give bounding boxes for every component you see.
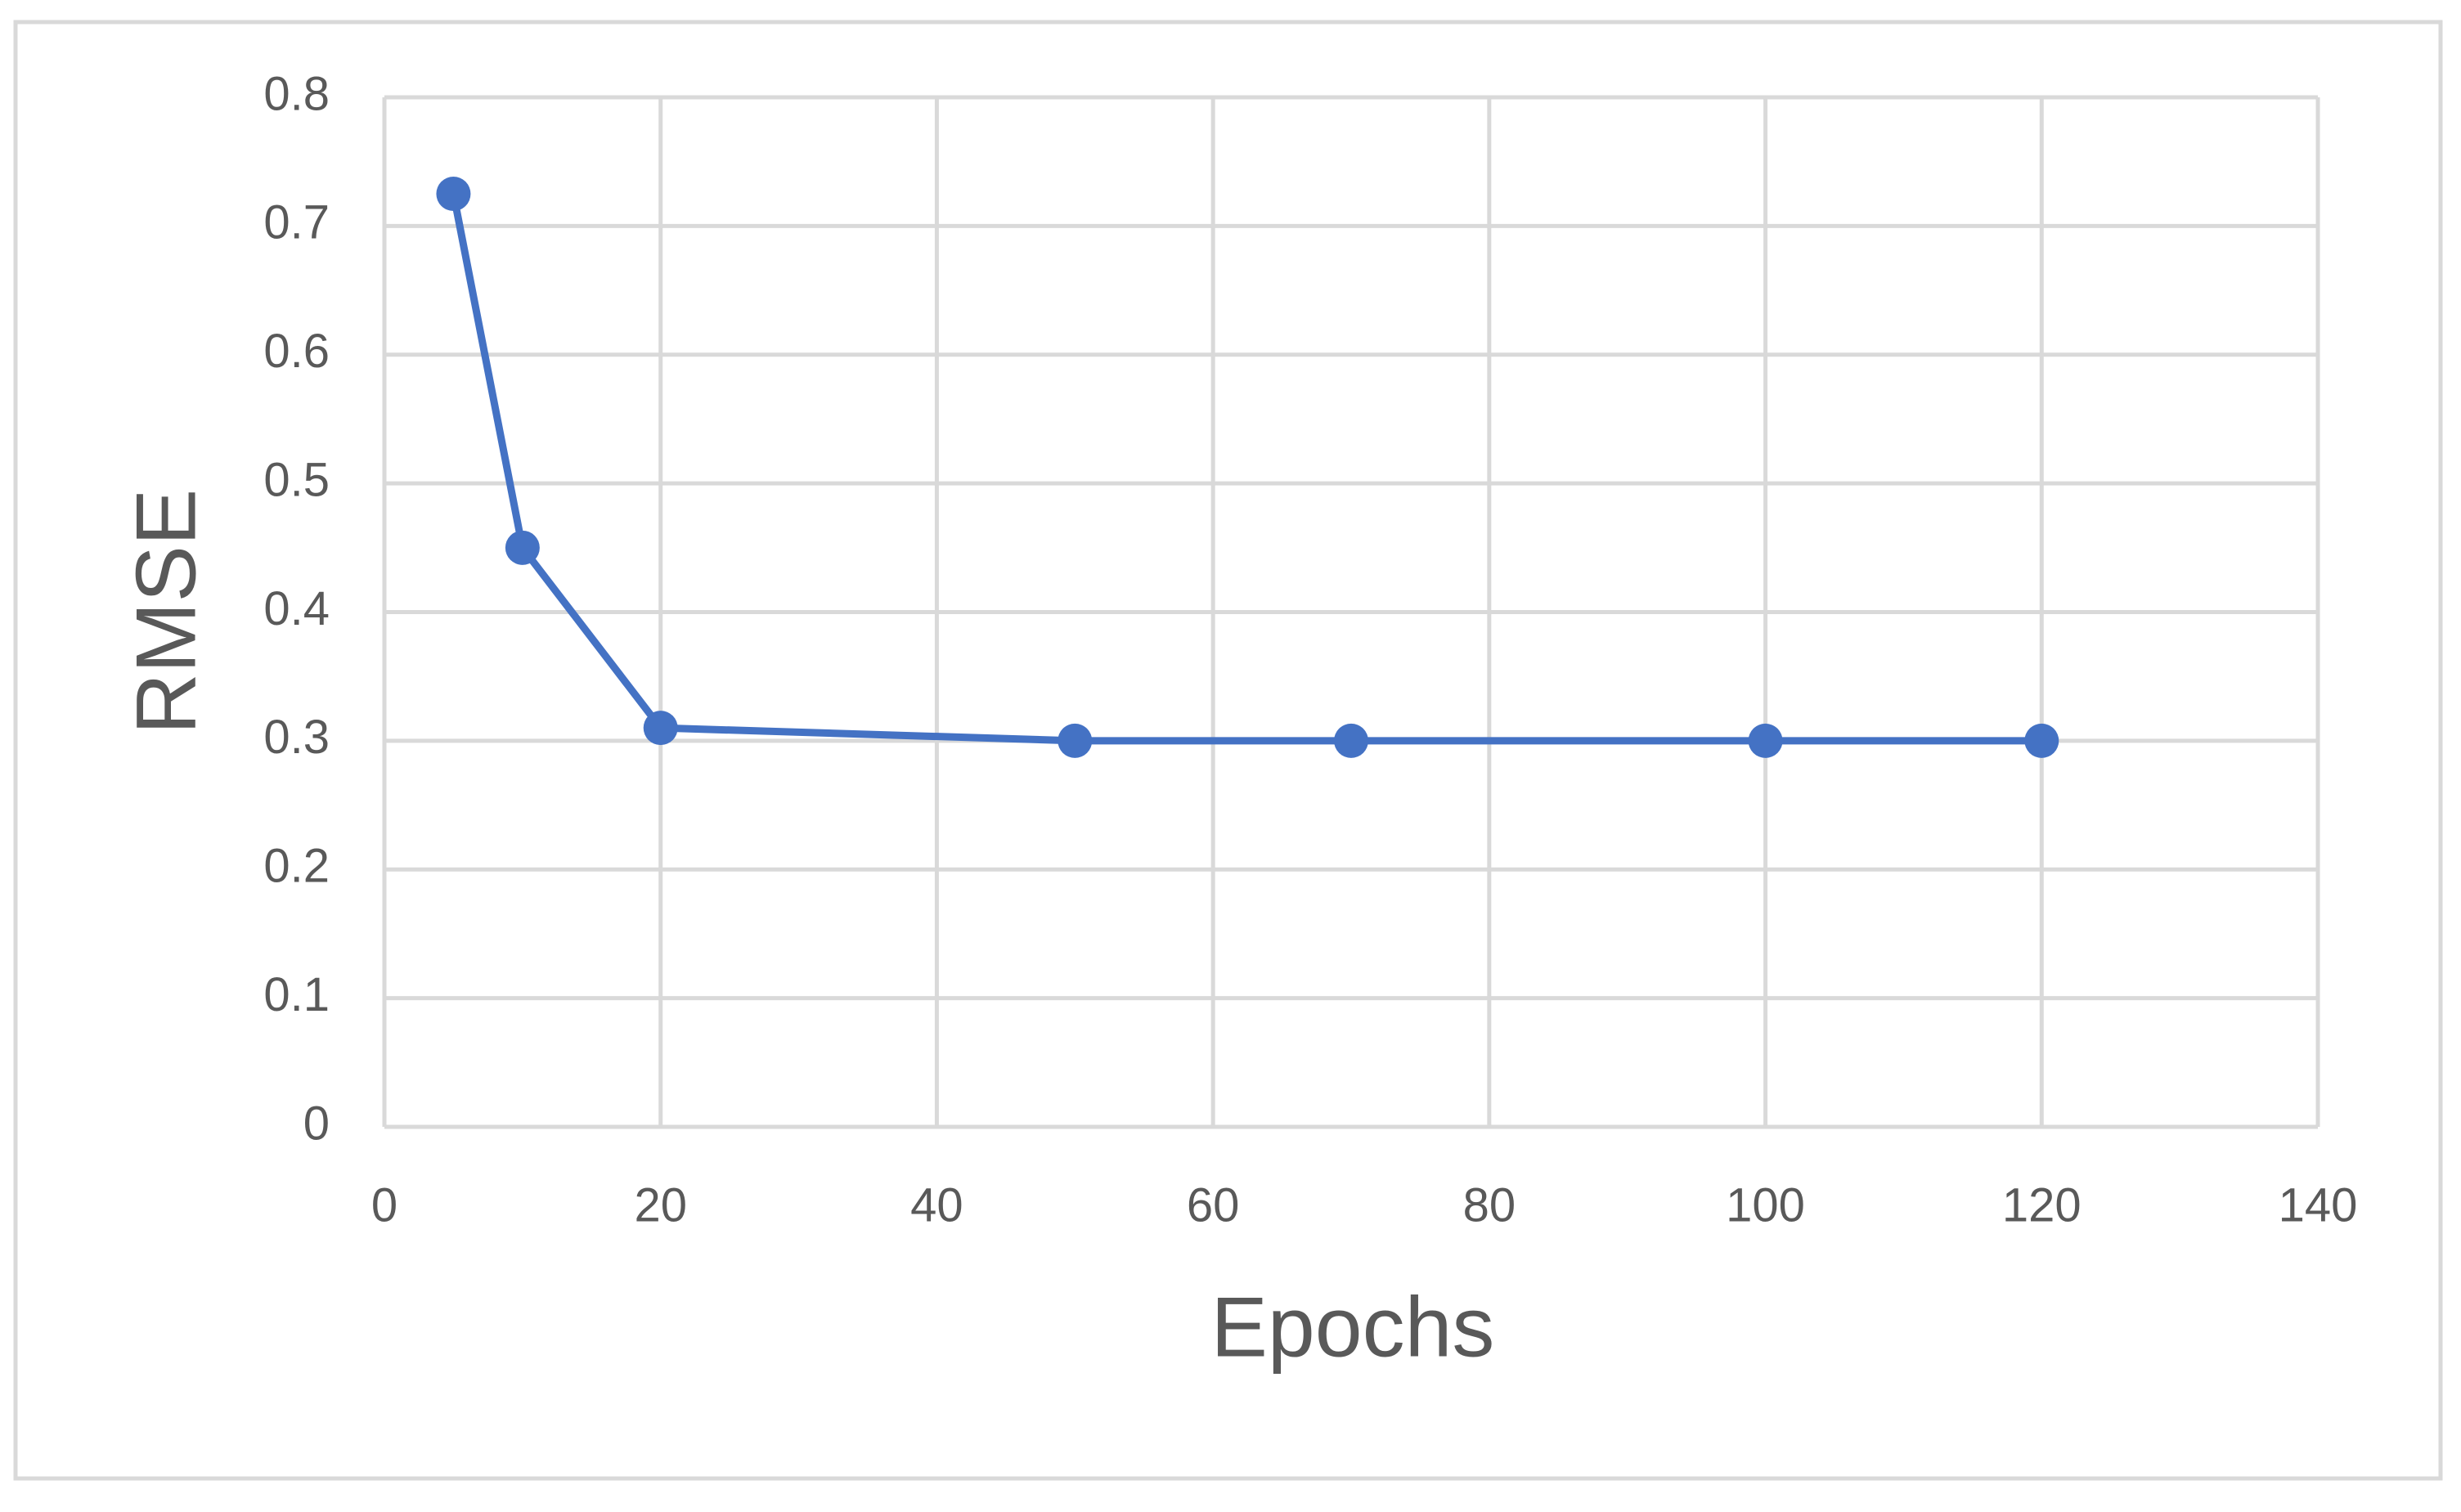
data-point: [436, 177, 471, 212]
y-tick-label: 0.3: [263, 711, 330, 764]
y-tick-label: 0.4: [263, 582, 330, 635]
y-tick-label: 0.5: [263, 453, 330, 506]
y-axis-title: RMSE: [119, 489, 213, 734]
y-tick-label: 0.7: [263, 196, 330, 249]
x-tick-label: 120: [2002, 1178, 2082, 1232]
x-tick-label: 20: [634, 1178, 687, 1232]
x-tick-label: 60: [1187, 1178, 1240, 1232]
x-tick-label: 0: [371, 1178, 397, 1232]
x-axis-title: Epochs: [1211, 1280, 1495, 1375]
data-point: [2024, 723, 2059, 758]
y-tick-label: 0.8: [263, 67, 330, 120]
data-point: [643, 711, 678, 746]
data-point: [505, 530, 540, 565]
x-tick-label: 100: [1726, 1178, 1805, 1232]
x-tick-label: 140: [2279, 1178, 2358, 1232]
data-point: [1058, 723, 1093, 758]
data-point: [1334, 723, 1368, 758]
y-tick-label: 0.6: [263, 325, 330, 378]
y-tick-label: 0.1: [263, 968, 330, 1021]
y-tick-label: 0.2: [263, 840, 330, 893]
x-tick-label: 40: [910, 1178, 963, 1232]
data-point: [1748, 723, 1783, 758]
y-tick-label: 0: [303, 1097, 330, 1150]
chart-border: [13, 20, 2443, 1481]
x-tick-label: 80: [1463, 1178, 1516, 1232]
